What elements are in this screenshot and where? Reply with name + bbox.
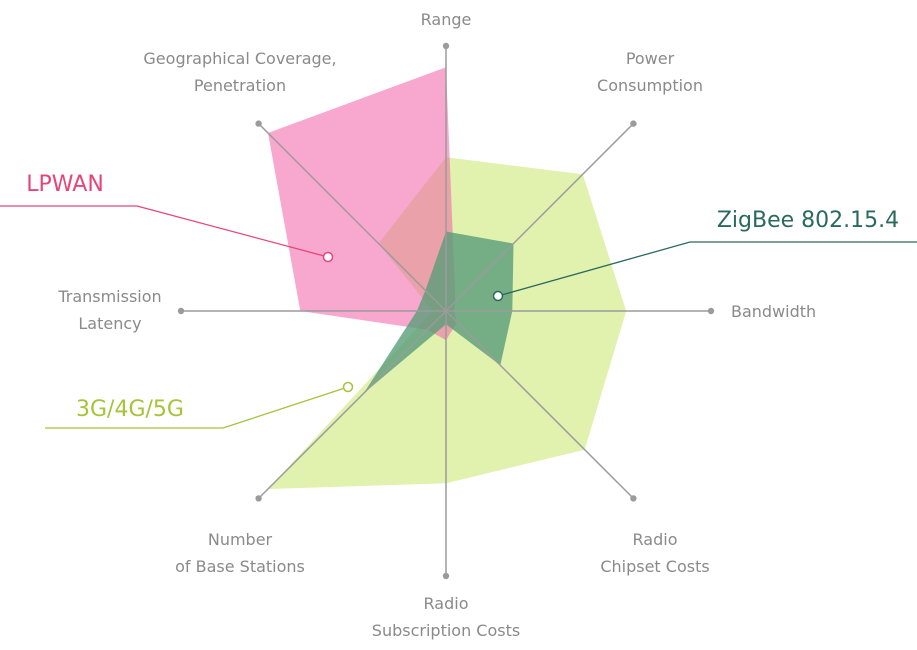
callout-marker-3g-4g-5g [342, 381, 354, 393]
series-callouts: 3G/4G/5G LPWAN ZigBee 802.15.4 [0, 172, 917, 429]
series-area-lpwan [268, 67, 458, 341]
series-label-3g-4g-5g: 3G/4G/5G [76, 397, 184, 422]
axis-label-transmission-latency-line-2: Latency [78, 314, 141, 333]
axis-label-range: Range [421, 10, 472, 29]
axis-label-number-of-base-stations-line-1: Number [208, 530, 273, 549]
axis-label-power-consumption-line-1: Power [626, 49, 675, 68]
callout-line-3g-4g-5g [45, 386, 349, 429]
series-area-zigbee-802-15-4 [363, 231, 514, 394]
axis-lines [177, 42, 715, 580]
axis-label-geographical-coverage-line-2: Penetration [194, 76, 286, 95]
axis-end-dot-transmission-latency [177, 307, 185, 315]
axis-line-geographical-coverage [258, 123, 447, 312]
axis-labels: Range Power Consumption Bandwidth Radio Chips… [57, 10, 816, 640]
axis-end-dot-bandwidth [707, 307, 715, 315]
callout-marker-lpwan [322, 251, 334, 263]
callout-marker-zigbee-802-15-4 [492, 290, 504, 302]
callout-line-lpwan [0, 205, 329, 258]
axis-label-bandwidth: Bandwidth [731, 302, 816, 321]
axis-label-number-of-base-stations-line-2: of Base Stations [175, 557, 305, 576]
axis-label-radio-subscription-costs-line-2: Subscription Costs [372, 621, 520, 640]
axis-line-radio-chipset-costs [445, 310, 634, 499]
axis-label-radio-subscription-costs-line-1: Radio [424, 594, 469, 613]
axis-label-power-consumption-line-2: Consumption [597, 76, 703, 95]
axis-label-radio-chipset-costs-line-1: Radio [633, 530, 678, 549]
axis-label-geographical-coverage-line-1: Geographical Coverage, [143, 49, 336, 68]
axis-label-radio-chipset-costs-line-2: Chipset Costs [600, 557, 709, 576]
axis-end-dot-range [442, 42, 450, 50]
axis-line-power-consumption [445, 123, 634, 312]
axis-end-dot-radio-chipset-costs [630, 495, 637, 502]
axis-end-dot-number-of-base-stations [255, 495, 262, 502]
series-label-lpwan: LPWAN [26, 172, 104, 197]
series-label-zigbee-802-15-4: ZigBee 802.15.4 [717, 208, 899, 233]
axis-line-number-of-base-stations [258, 310, 447, 499]
axis-end-dot-power-consumption [630, 120, 637, 127]
axis-end-dot-geographical-coverage [255, 120, 262, 127]
axis-label-transmission-latency-line-1: Transmission [57, 287, 161, 306]
series-areas [268, 67, 627, 490]
axis-end-dot-radio-subscription-costs [442, 572, 450, 580]
callout-line-zigbee-802-15-4 [497, 241, 917, 297]
